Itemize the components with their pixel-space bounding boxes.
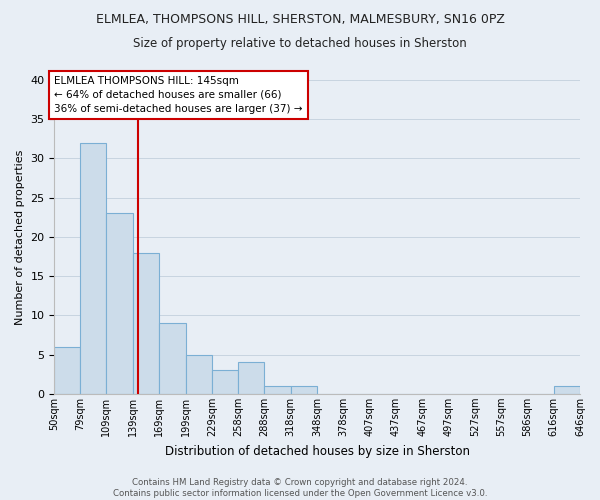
Text: ELMLEA, THOMPSONS HILL, SHERSTON, MALMESBURY, SN16 0PZ: ELMLEA, THOMPSONS HILL, SHERSTON, MALMES… <box>95 12 505 26</box>
Text: Size of property relative to detached houses in Sherston: Size of property relative to detached ho… <box>133 38 467 51</box>
Bar <box>186 354 212 394</box>
Bar <box>55 347 80 394</box>
Bar <box>80 142 106 394</box>
Bar <box>554 386 580 394</box>
Bar <box>212 370 238 394</box>
Bar <box>238 362 264 394</box>
Text: ELMLEA THOMPSONS HILL: 145sqm
← 64% of detached houses are smaller (66)
36% of s: ELMLEA THOMPSONS HILL: 145sqm ← 64% of d… <box>55 76 303 114</box>
X-axis label: Distribution of detached houses by size in Sherston: Distribution of detached houses by size … <box>165 444 470 458</box>
Bar <box>264 386 291 394</box>
Bar <box>160 323 186 394</box>
Text: Contains HM Land Registry data © Crown copyright and database right 2024.
Contai: Contains HM Land Registry data © Crown c… <box>113 478 487 498</box>
Bar <box>106 214 133 394</box>
Y-axis label: Number of detached properties: Number of detached properties <box>15 149 25 324</box>
Bar <box>291 386 317 394</box>
Bar <box>133 252 160 394</box>
